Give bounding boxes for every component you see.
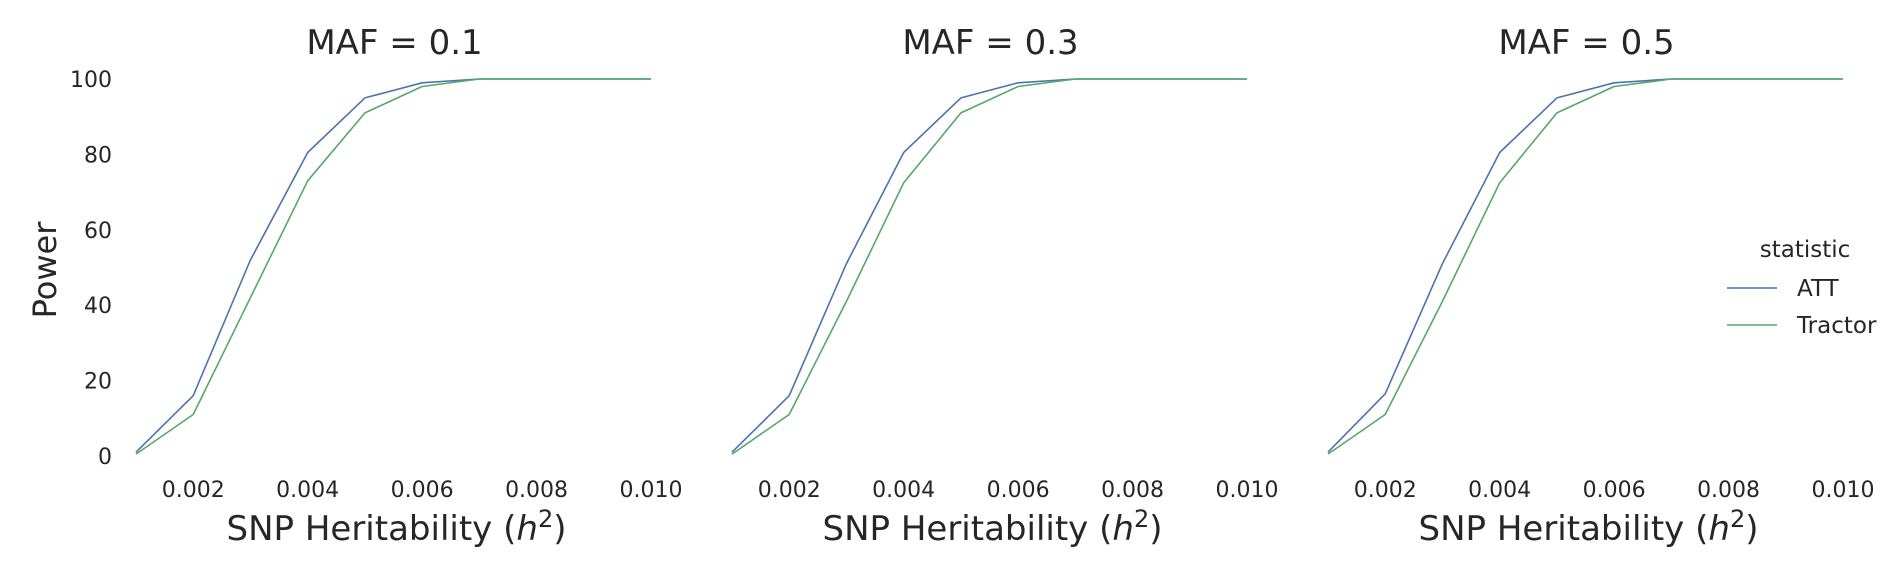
x-tick-label: 0.006 bbox=[1583, 478, 1646, 503]
x-tick-label: 0.006 bbox=[987, 478, 1050, 503]
series-line-att bbox=[1327, 78, 1843, 453]
x-tick-label: 0.010 bbox=[620, 478, 683, 503]
x-tick-label: 0.008 bbox=[1101, 478, 1164, 503]
panel-title: MAF = 0.3 bbox=[902, 23, 1078, 63]
series-line-att bbox=[731, 78, 1247, 453]
legend-label-att: ATT bbox=[1797, 276, 1840, 302]
x-axis-label: SNP Heritability (h2) bbox=[1419, 505, 1759, 549]
panel-3: MAF = 0.5 0.002 0.004 0.006 0.008 0.010 SNP He… bbox=[1327, 23, 1875, 549]
x-tick-label: 0.006 bbox=[391, 478, 454, 503]
panel-1: MAF = 0.1 0 20 40 60 80 100 0.002 0.004 0.006 0.00… bbox=[70, 23, 682, 549]
x-tick-label: 0.004 bbox=[872, 478, 935, 503]
y-tick-label: 80 bbox=[84, 143, 112, 168]
x-tick-label: 0.008 bbox=[1697, 478, 1760, 503]
x-tick-label: 0.010 bbox=[1812, 478, 1875, 503]
legend-title: statistic bbox=[1760, 237, 1851, 263]
y-tick-label: 40 bbox=[84, 294, 112, 319]
series-line-tractor bbox=[731, 78, 1247, 455]
panel-title: MAF = 0.1 bbox=[306, 23, 482, 63]
panels: MAF = 0.1 0 20 40 60 80 100 0.002 0.004 0.006 0.00… bbox=[70, 23, 1874, 549]
series-line-tractor bbox=[135, 78, 651, 455]
y-tick-label: 0 bbox=[98, 445, 112, 470]
x-tick-label: 0.004 bbox=[276, 478, 339, 503]
series-line-att bbox=[135, 78, 651, 453]
legend-label-tractor: Tractor bbox=[1796, 313, 1877, 339]
x-axis-label: SNP Heritability (h2) bbox=[227, 505, 567, 549]
x-tick-label: 0.010 bbox=[1216, 478, 1279, 503]
legend: statistic ATT Tractor bbox=[1727, 237, 1877, 339]
x-axis-label: SNP Heritability (h2) bbox=[823, 505, 1163, 549]
y-tick-label: 100 bbox=[70, 68, 112, 93]
x-tick-label: 0.002 bbox=[162, 478, 225, 503]
y-tick-label: 20 bbox=[84, 370, 112, 395]
x-tick-label: 0.004 bbox=[1468, 478, 1531, 503]
x-tick-label: 0.002 bbox=[1354, 478, 1417, 503]
x-tick-label: 0.002 bbox=[758, 478, 821, 503]
panel-2: MAF = 0.3 0.002 0.004 0.006 0.008 0.010 SNP He… bbox=[731, 23, 1279, 549]
y-axis-label: Power bbox=[26, 221, 64, 319]
panel-title: MAF = 0.5 bbox=[1498, 23, 1674, 63]
y-tick-label: 60 bbox=[84, 219, 112, 244]
series-line-tractor bbox=[1327, 78, 1843, 455]
x-tick-label: 0.008 bbox=[505, 478, 568, 503]
